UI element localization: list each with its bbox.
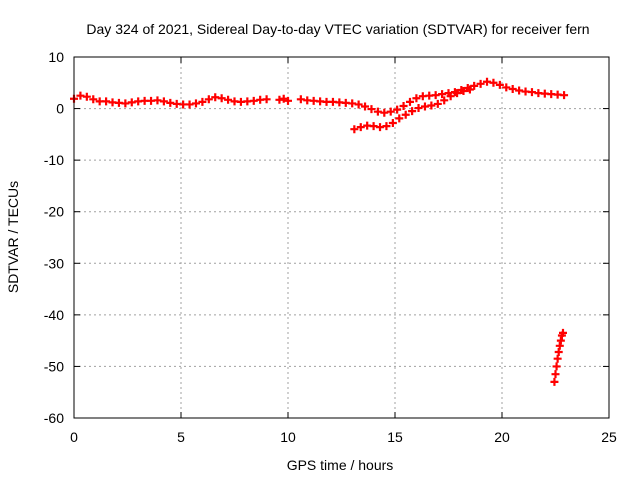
branch-trace-point <box>356 123 365 132</box>
main-trace-point <box>217 94 226 103</box>
branch-trace-point <box>427 101 436 110</box>
branch-trace-point <box>465 85 474 94</box>
x-tick-label: 5 <box>177 429 185 445</box>
x-tick-label: 10 <box>280 429 296 445</box>
branch-trace-point <box>388 119 397 128</box>
main-trace-point <box>399 101 408 110</box>
main-trace-point <box>159 97 168 106</box>
branch-trace-point <box>382 122 391 131</box>
plot-frame <box>73 56 610 419</box>
y-tick-label: 10 <box>48 49 64 65</box>
x-tick-label: 20 <box>494 429 510 445</box>
y-tick-label: -50 <box>44 358 64 374</box>
data-points <box>70 77 569 386</box>
main-trace-point <box>204 95 213 104</box>
main-trace-point <box>284 96 292 105</box>
y-tick-label: -20 <box>44 204 64 220</box>
drop-trace-point <box>550 377 559 386</box>
main-trace-point <box>393 105 402 114</box>
main-trace-point <box>191 99 200 108</box>
branch-trace-point <box>440 96 449 105</box>
branch-trace-point <box>459 87 468 96</box>
main-trace-point <box>412 94 421 103</box>
main-trace-point <box>198 97 207 106</box>
drop-trace-point <box>558 328 567 337</box>
y-tick-label: -40 <box>44 307 64 323</box>
branch-trace-point <box>350 125 359 134</box>
y-tick-label: -60 <box>44 410 64 426</box>
main-trace-point <box>367 105 376 114</box>
main-trace-point <box>470 81 479 90</box>
axis-ticks: 0 5 10 15 20 25 10 0 -10 -20 -30 -40 -50 -60 <box>44 49 617 445</box>
y-axis-label: SDTVAR / TECUs <box>5 181 21 293</box>
x-tick-label: 0 <box>70 429 78 445</box>
main-trace-point <box>502 83 511 92</box>
main-trace-point <box>476 79 485 88</box>
main-trace-point <box>405 97 414 106</box>
drop-trace-point <box>551 370 560 379</box>
chart-title: Day 324 of 2021, Sidereal Day-to-day VTE… <box>86 21 589 37</box>
main-trace-point <box>224 95 233 104</box>
grid <box>74 57 609 418</box>
branch-trace-point <box>408 107 417 116</box>
branch-trace-point <box>453 89 462 98</box>
y-tick-label: 0 <box>56 101 64 117</box>
branch-trace-point <box>414 104 423 113</box>
branch-trace-point <box>446 92 455 101</box>
branch-trace-point <box>433 99 442 108</box>
drop-trace-point <box>553 354 562 363</box>
branch-trace-point <box>395 114 404 123</box>
drop-trace-point <box>552 362 561 371</box>
main-trace-point <box>489 78 498 87</box>
y-tick-label: -30 <box>44 255 64 271</box>
branch-trace-point <box>401 110 410 119</box>
main-trace-point <box>279 94 288 103</box>
x-axis-label: GPS time / hours <box>287 457 394 473</box>
main-trace-point <box>508 84 517 93</box>
main-trace-point <box>82 92 91 101</box>
x-tick-label: 25 <box>601 429 617 445</box>
main-trace-point <box>560 91 569 100</box>
main-trace-point <box>386 107 395 116</box>
main-trace-point <box>89 95 98 104</box>
y-tick-label: -10 <box>44 152 64 168</box>
x-tick-label: 15 <box>387 429 403 445</box>
main-trace-point <box>262 95 271 104</box>
main-trace-point <box>495 80 504 89</box>
main-trace-point <box>361 102 370 111</box>
main-trace-point <box>354 100 363 109</box>
